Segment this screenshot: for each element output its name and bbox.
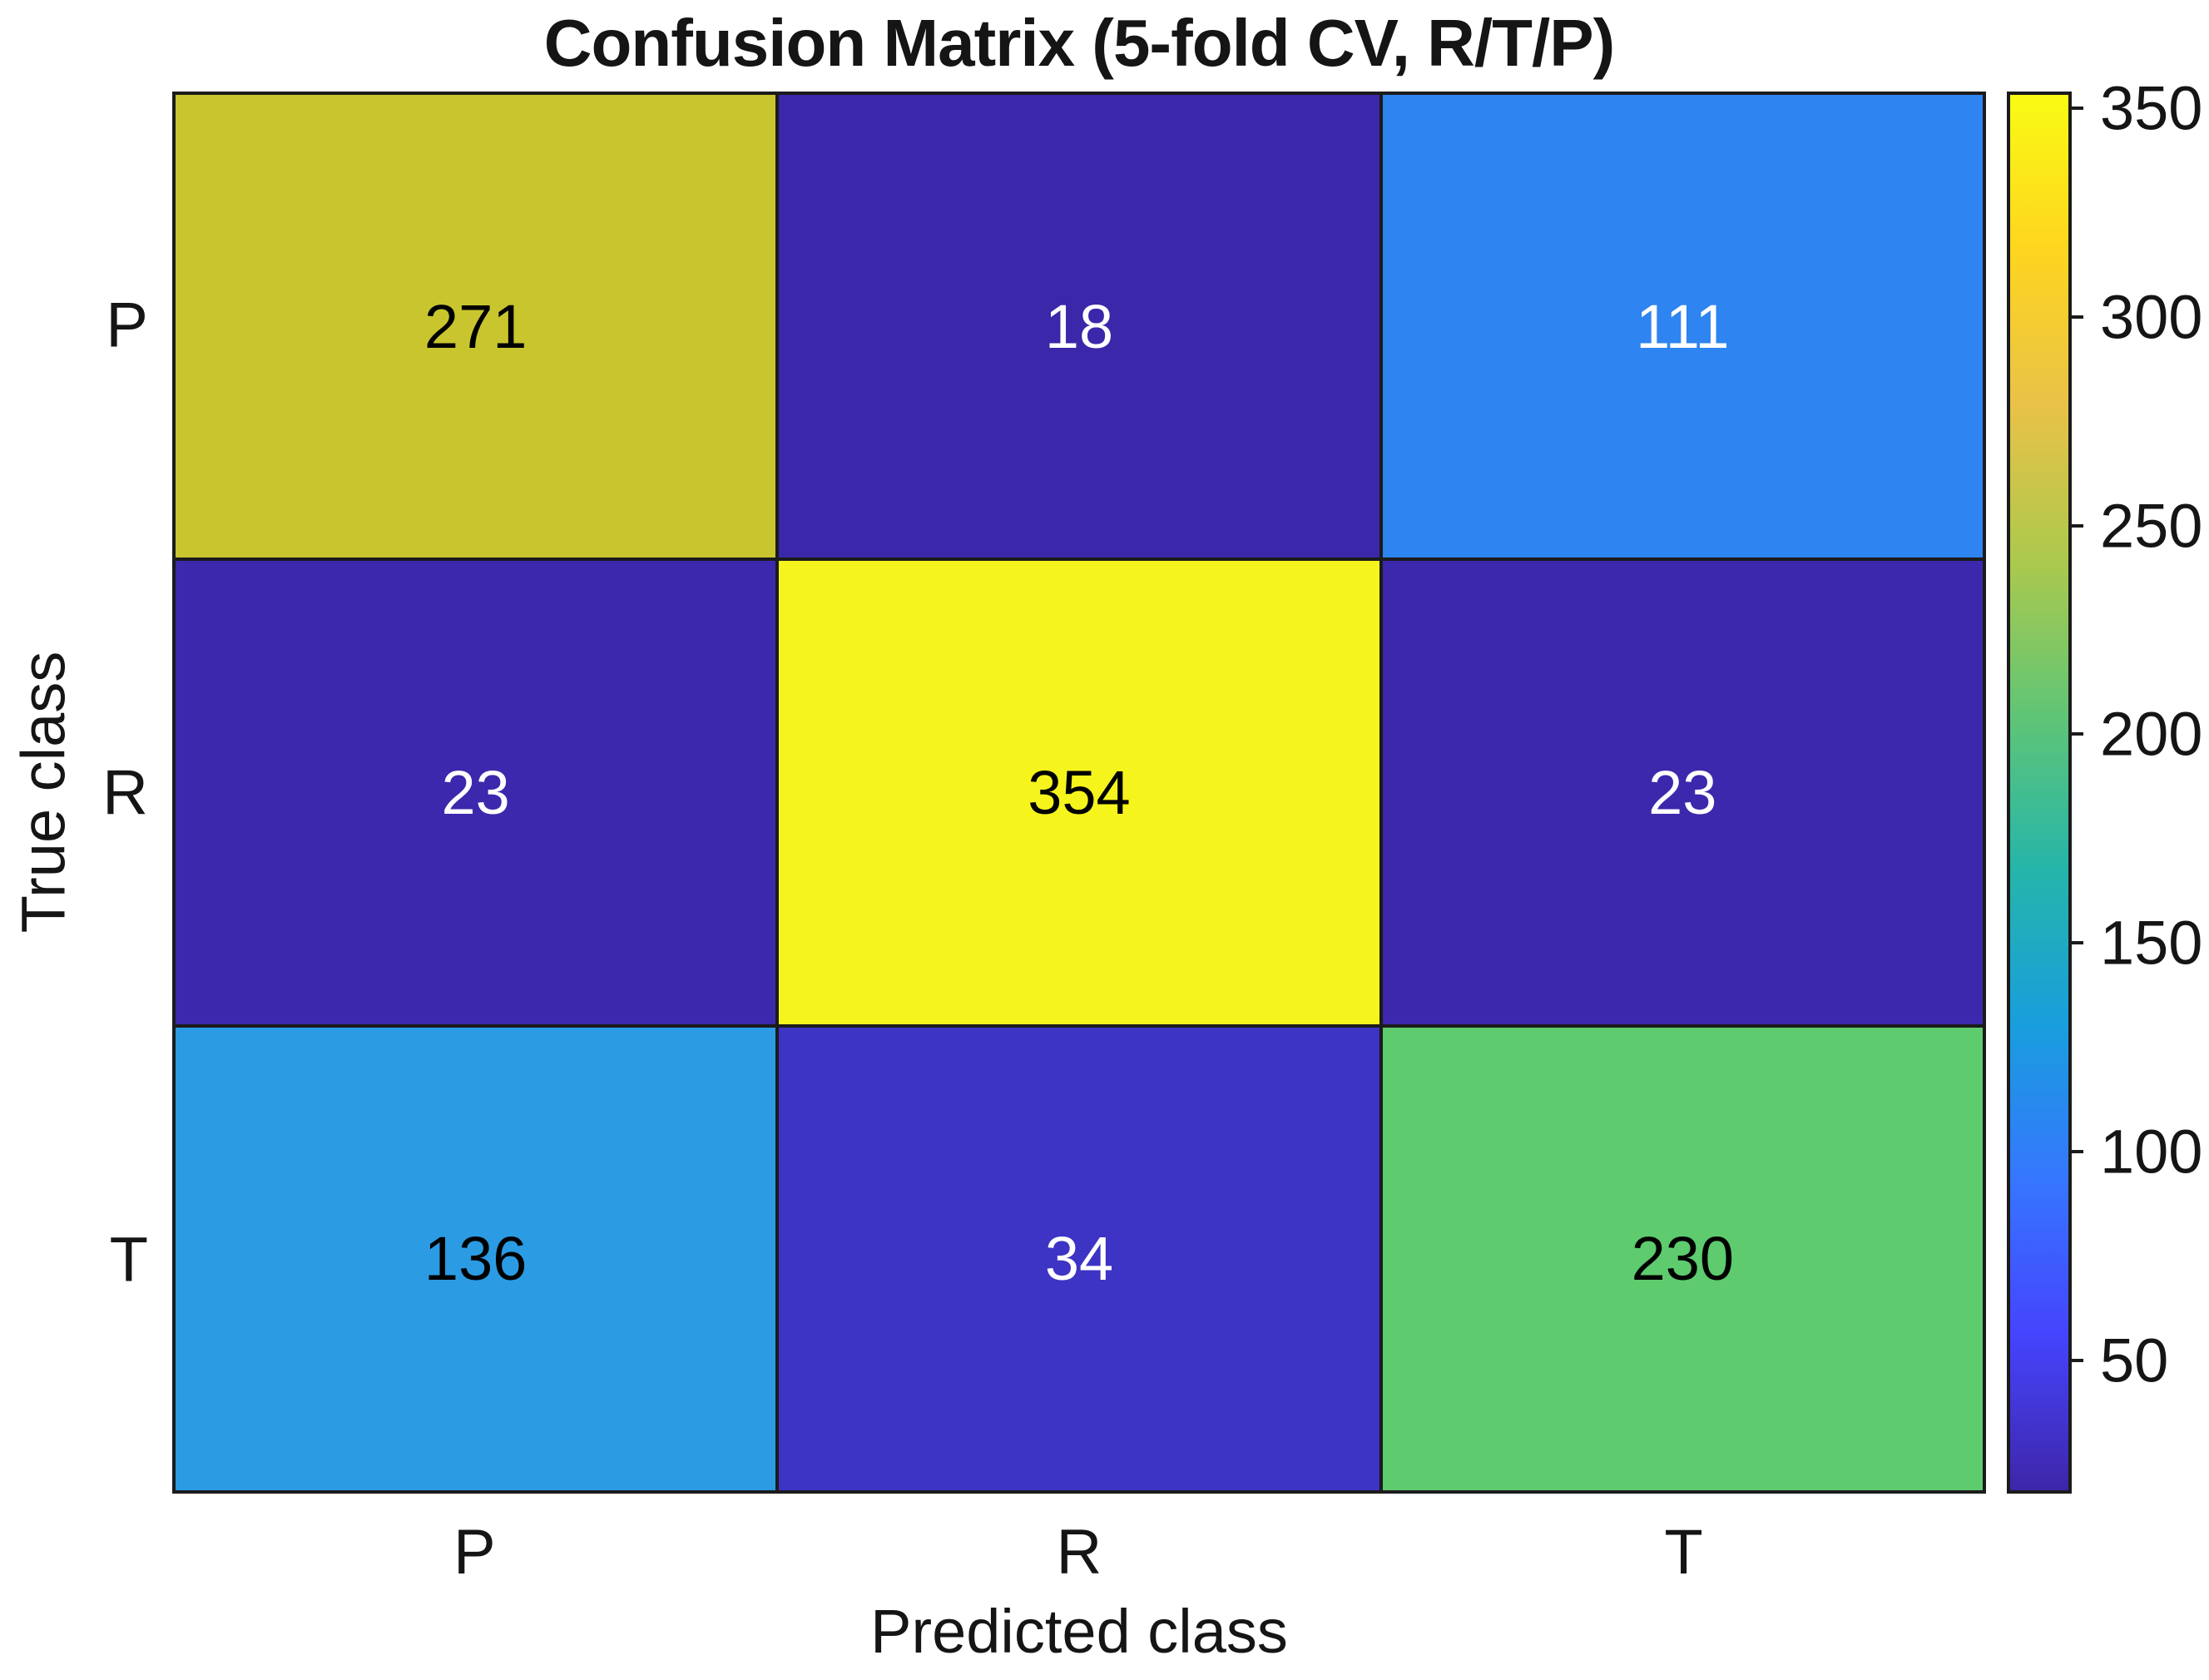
heatmap-cell-TP: 136 — [176, 1027, 776, 1490]
y-tick-label-R: R — [102, 757, 148, 828]
colorbar-tick-mark-300 — [2068, 315, 2083, 319]
colorbar-tick-mark-100 — [2068, 1149, 2083, 1153]
heatmap-cell-TR: 34 — [779, 1027, 1379, 1490]
cell-value: 23 — [441, 757, 510, 827]
cell-value: 111 — [1636, 291, 1730, 361]
colorbar-tick-label-200: 200 — [2100, 699, 2203, 769]
colorbar-tick-label-350: 350 — [2100, 73, 2203, 143]
colorbar-tick-label-300: 300 — [2100, 282, 2203, 352]
colorbar-tick-label-50: 50 — [2100, 1326, 2169, 1395]
x-tick-label-R: R — [1056, 1517, 1102, 1588]
colorbar-tick-mark-150 — [2068, 941, 2083, 945]
colorbar-tick-mark-200 — [2068, 732, 2083, 736]
colorbar — [2007, 92, 2072, 1494]
colorbar-tick-label-100: 100 — [2100, 1117, 2203, 1187]
y-tick-label-P: P — [106, 290, 148, 361]
heatmap-grid: 271 18 111 23 354 23 136 34 230 — [172, 92, 1986, 1494]
heatmap-cell-RT: 23 — [1382, 561, 1983, 1024]
colorbar-tick-mark-350 — [2068, 107, 2083, 111]
colorbar-tick-label-150: 150 — [2100, 908, 2203, 978]
cell-value: 230 — [1631, 1224, 1735, 1294]
colorbar-tick-mark-50 — [2068, 1358, 2083, 1362]
x-tick-label-T: T — [1664, 1517, 1703, 1588]
cell-value: 354 — [1028, 757, 1131, 827]
cell-value: 18 — [1044, 291, 1114, 361]
cell-value: 136 — [423, 1224, 527, 1294]
heatmap-cell-RR: 354 — [779, 561, 1379, 1024]
heatmap-cell-PR: 18 — [779, 95, 1379, 558]
cell-value: 23 — [1648, 757, 1717, 827]
y-tick-label-T: T — [109, 1224, 148, 1296]
x-axis-label: Predicted class — [870, 1597, 1288, 1666]
cell-value: 271 — [423, 291, 527, 361]
heatmap-cell-TT: 230 — [1382, 1027, 1983, 1490]
chart-title: Confusion Matrix (5-fold CV, R/T/P) — [543, 6, 1615, 80]
colorbar-tick-label-250: 250 — [2100, 491, 2203, 561]
x-tick-label-P: P — [453, 1517, 496, 1588]
colorbar-tick-mark-250 — [2068, 523, 2083, 528]
colorbar-gradient — [2010, 95, 2068, 1490]
heatmap-cell-RP: 23 — [176, 561, 776, 1024]
heatmap-cell-PP: 271 — [176, 95, 776, 558]
cell-value: 34 — [1044, 1224, 1114, 1294]
heatmap-cell-PT: 111 — [1382, 95, 1983, 558]
